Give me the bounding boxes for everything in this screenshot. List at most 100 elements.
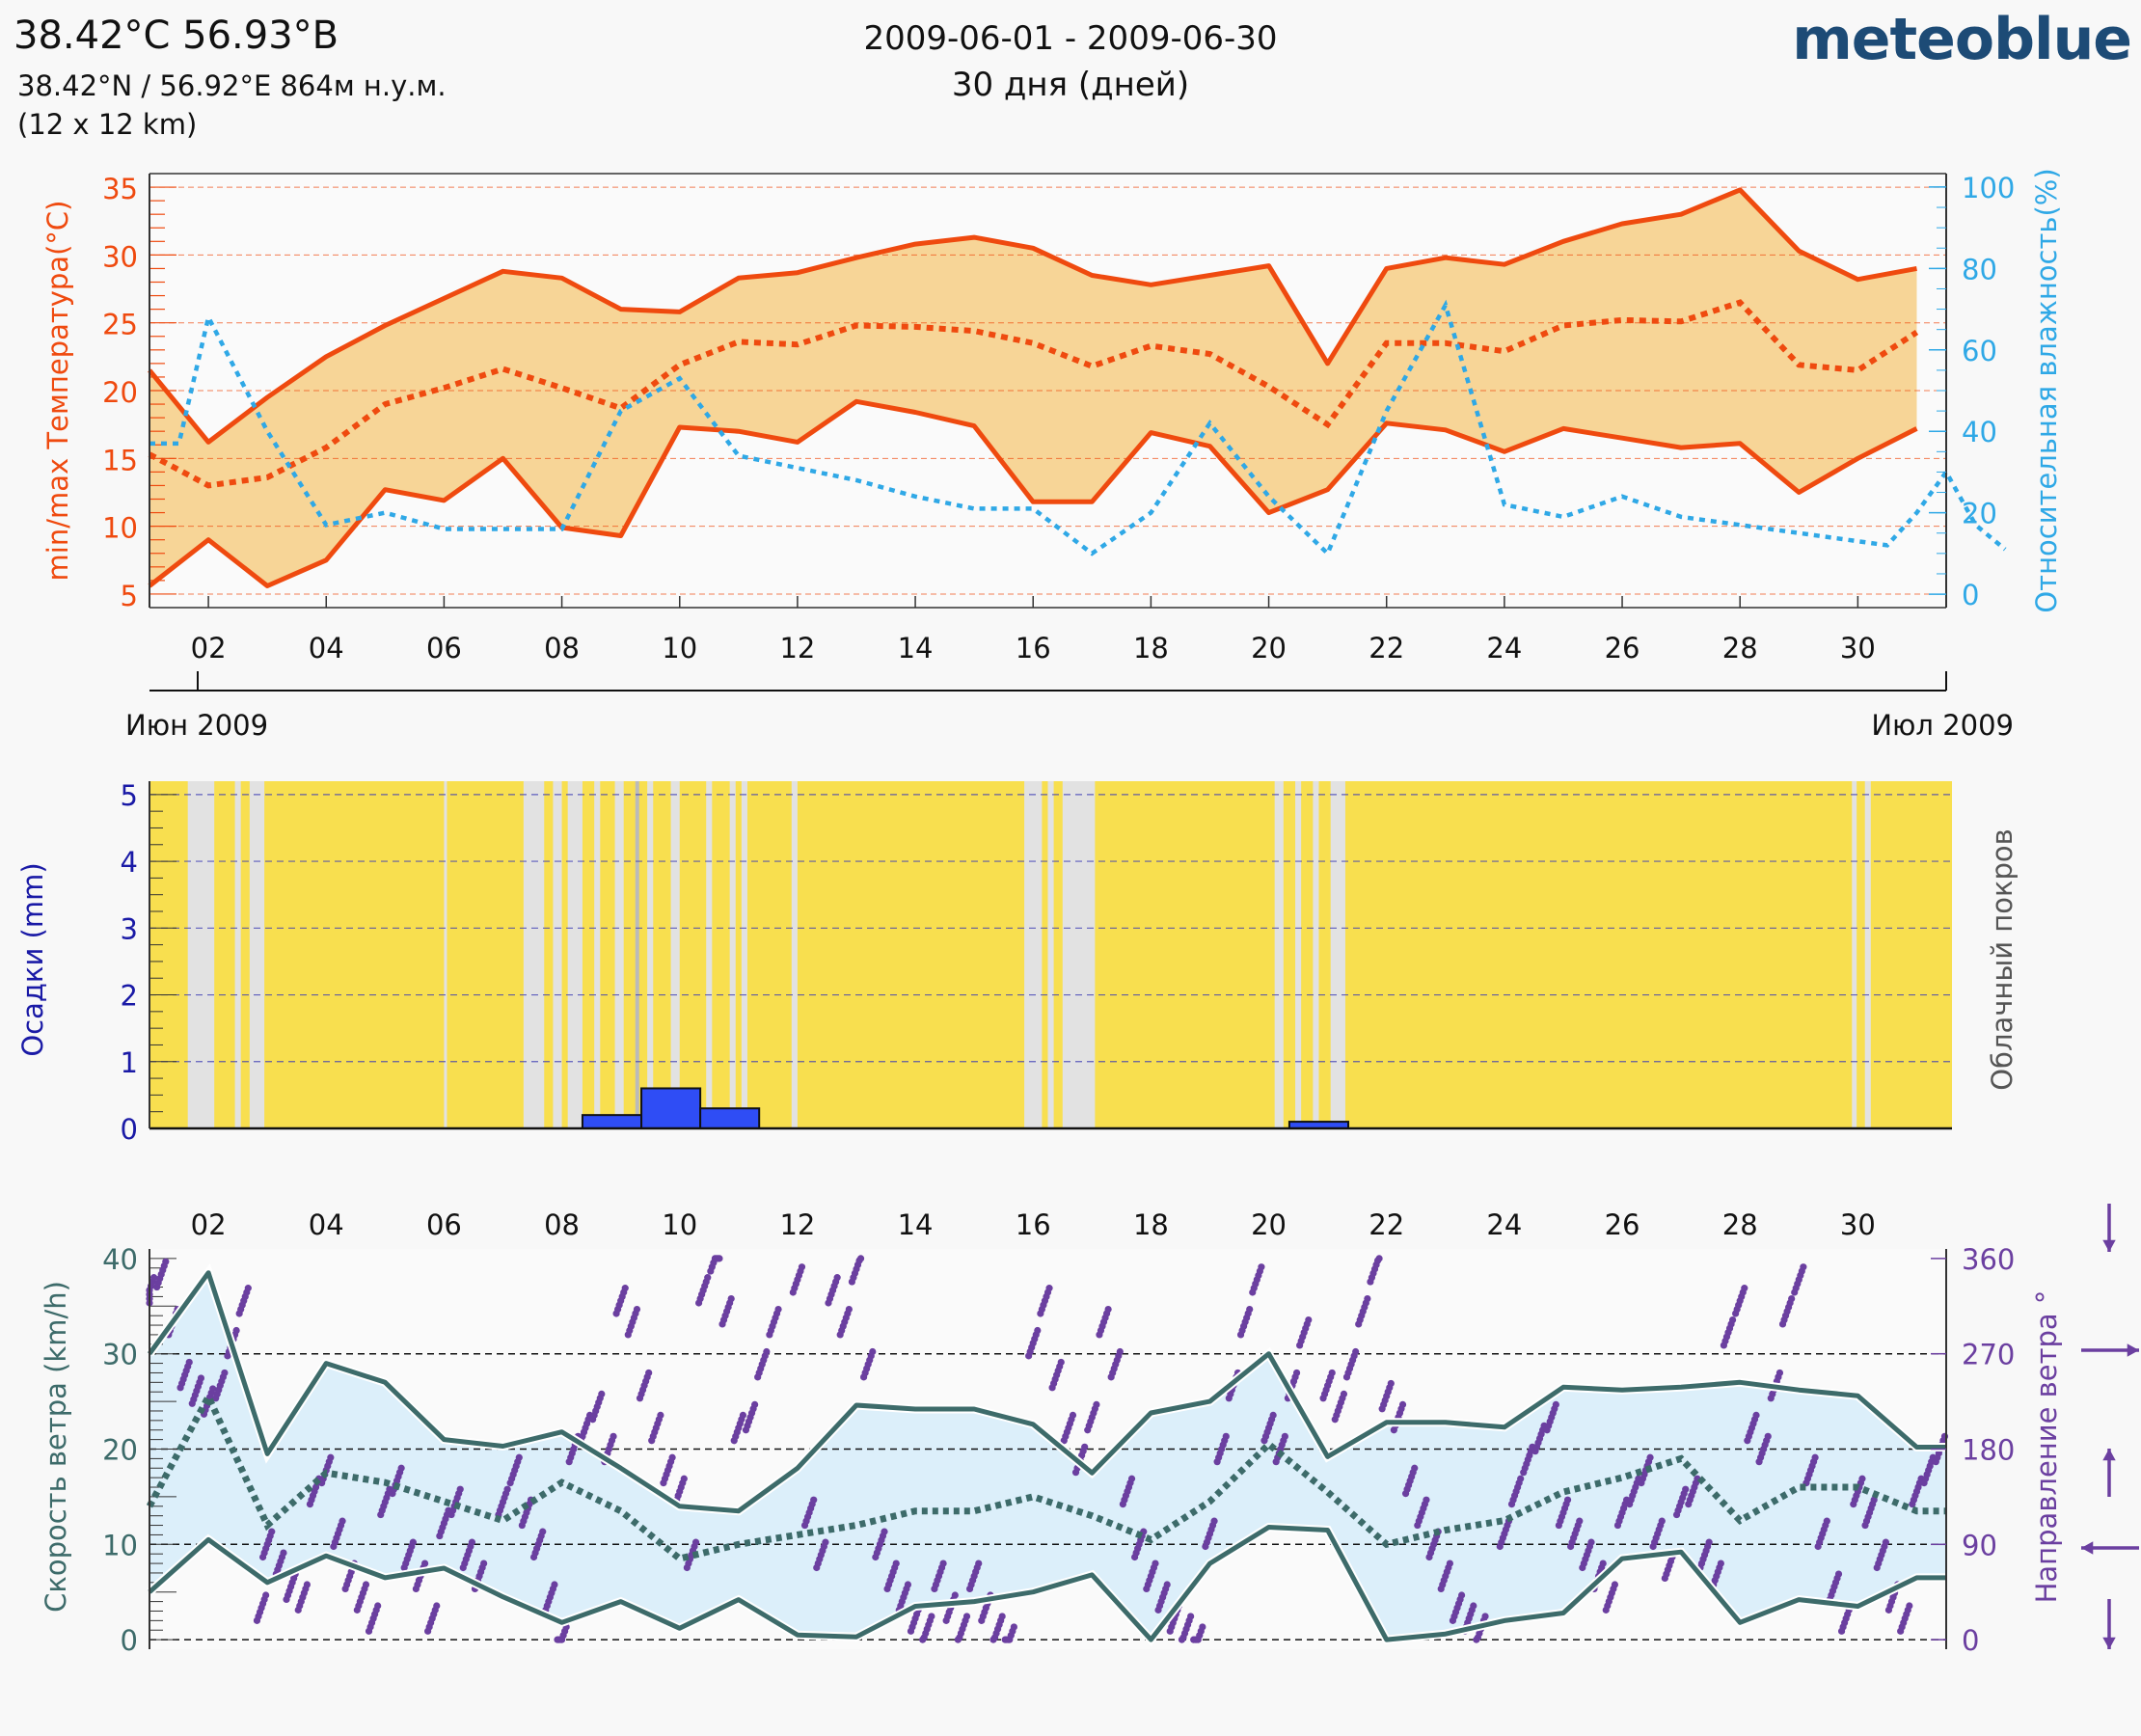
wind-direction-point (657, 1411, 664, 1419)
wind-direction-point (162, 1258, 170, 1265)
wind-direction-point (1823, 1517, 1830, 1525)
wind-direction-point (810, 1496, 818, 1504)
wind-direction-point (1057, 1358, 1065, 1367)
wind-mean-line (146, 1389, 1946, 1562)
temp-x-tick-label: 24 (1486, 632, 1522, 665)
wind-direction-point (763, 1347, 771, 1356)
wind-direction-point (1127, 1475, 1136, 1482)
wind-direction-point (1870, 1496, 1878, 1504)
month-start-label: Июн 2009 (125, 709, 268, 742)
wind-direction-point (1292, 1369, 1301, 1377)
humidity-tick-label: 100 (1962, 172, 2015, 204)
humidity-tick-label: 0 (1962, 579, 1979, 611)
wind-direction-point (822, 1538, 829, 1546)
temp-tick-label: 10 (102, 512, 138, 545)
humidity-tick-label: 20 (1962, 498, 1997, 530)
wind-direction-point (1199, 1623, 1206, 1631)
wind-speed-axis-title: Скорость ветра (km/h) (40, 1281, 72, 1613)
precip-bar (581, 1114, 643, 1129)
cloud-cover-band (1274, 781, 1284, 1128)
wind-x-tick-label: 18 (1133, 1208, 1169, 1241)
wind-direction-point (1741, 1285, 1748, 1292)
wind-direction-point (503, 1485, 511, 1493)
cloud-cover-band (1864, 781, 1871, 1128)
wind-direction-point (409, 1538, 417, 1546)
wind-direction-point (1728, 1316, 1737, 1324)
cloud-cover-band (1852, 781, 1857, 1128)
wind-direction-point (975, 1560, 983, 1567)
wind-direction-point (539, 1528, 547, 1535)
humidity-tick-label: 40 (1962, 416, 1997, 448)
cloud-cover-band (444, 781, 447, 1128)
wind-direction-point (149, 1274, 158, 1282)
temp-tick-label: 25 (102, 309, 138, 341)
wind-direction-point (610, 1432, 617, 1440)
wind-direction-point (1658, 1517, 1666, 1525)
meteoblue-logo[interactable]: meteoblue (1792, 6, 2132, 73)
cloud-cover-band (1330, 781, 1345, 1128)
cloud-cover-band (1062, 781, 1096, 1128)
temp-x-tick-label: 08 (544, 632, 580, 665)
wind-direction-point (716, 1255, 723, 1262)
temp-axis-title: min/max Температура(°C) (41, 201, 74, 582)
wind-direction-point (185, 1358, 193, 1367)
direction-tick-label: 270 (1962, 1339, 2015, 1371)
wind-x-tick-label: 24 (1486, 1208, 1522, 1241)
temp-tick-label: 5 (121, 580, 138, 612)
wind-x-tick-label: 08 (544, 1208, 580, 1241)
wind-direction-point (621, 1285, 629, 1292)
wind-tick-label: 40 (102, 1243, 138, 1276)
wind-direction-point (1906, 1602, 1913, 1610)
wind-direction-point (1340, 1390, 1348, 1398)
wind-direction-point (1375, 1255, 1383, 1262)
precip-tick-label: 0 (121, 1113, 138, 1146)
wind-direction-point (1281, 1432, 1288, 1440)
cloud-cover-band (1047, 781, 1054, 1128)
wind-x-tick-label: 16 (1016, 1208, 1051, 1241)
wind-direction-point (1446, 1560, 1453, 1567)
wind-direction-point (1882, 1538, 1889, 1546)
temp-tick-label: 30 (102, 240, 138, 273)
cloud-cover-band (791, 781, 798, 1128)
wind-direction-point (998, 1613, 1006, 1620)
temp-x-tick-label: 12 (779, 632, 815, 665)
wind-direction-point (1576, 1517, 1584, 1525)
wind-direction-point (1563, 1496, 1572, 1504)
temp-min-line (148, 398, 1918, 588)
wind-direction-point (303, 1581, 311, 1588)
wind-tick-label: 20 (102, 1434, 138, 1467)
wind-direction-point (232, 1326, 240, 1335)
humidity-axis-title: Относительная влажность(%) (2030, 168, 2063, 612)
wind-direction-point (1717, 1560, 1724, 1567)
temp-x-tick-label: 30 (1840, 632, 1876, 665)
wind-direction-point (1552, 1400, 1559, 1408)
grid-resolution: (12 x 12 km) (17, 108, 198, 141)
wind-direction-point (1705, 1538, 1713, 1546)
cloud-cover-band (647, 781, 654, 1128)
temp-x-tick-label: 02 (191, 632, 227, 665)
wind-x-tick-label: 14 (898, 1208, 934, 1241)
cloud-cover-band (1295, 781, 1302, 1128)
wind-direction-point (1811, 1453, 1819, 1461)
wind-direction-point (1788, 1295, 1796, 1303)
location-coordinates: 38.42°N / 56.92°E 864м н.у.м. (17, 69, 447, 102)
wind-x-tick-label: 28 (1722, 1208, 1758, 1241)
wind-direction-point (845, 1305, 853, 1314)
wind-direction-point (1045, 1285, 1053, 1292)
temp-x-tick-label: 14 (898, 632, 934, 665)
wind-direction-point (515, 1453, 523, 1461)
precip-tick-label: 3 (121, 912, 138, 945)
direction-tick-label: 90 (1962, 1529, 1997, 1561)
wind-direction-point (680, 1475, 688, 1482)
wind-direction-point (1752, 1411, 1760, 1419)
wind-tick-label: 10 (102, 1529, 138, 1561)
wind-direction-point (339, 1517, 346, 1525)
wind-x-tick-label: 22 (1369, 1208, 1404, 1241)
temp-x-tick-label: 28 (1722, 632, 1758, 665)
wind-direction-point (1104, 1305, 1112, 1314)
north-wind-arrow-bottom-icon-head (2102, 1637, 2116, 1649)
humidity-tick-label: 60 (1962, 335, 1997, 367)
month-end-label: Июл 2009 (1871, 709, 2014, 742)
wind-direction-point (1682, 1485, 1690, 1493)
precip-tick-label: 2 (121, 980, 138, 1013)
